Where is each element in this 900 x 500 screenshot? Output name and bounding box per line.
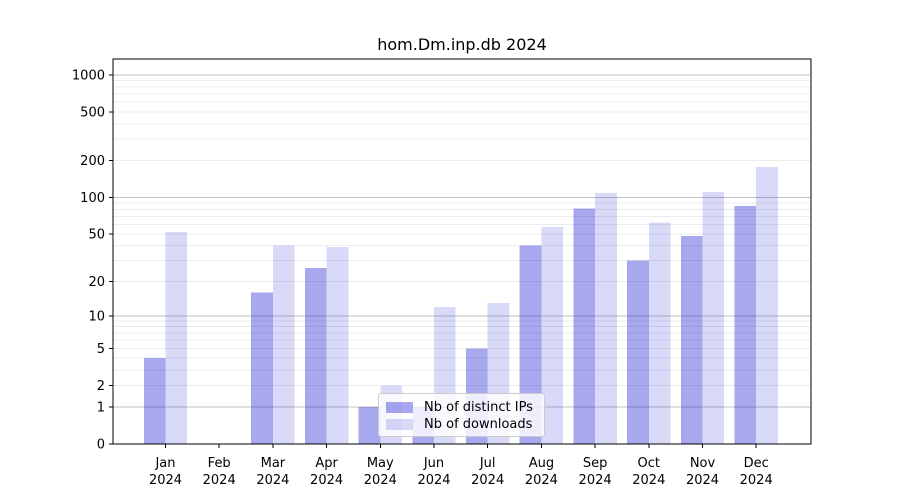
y-tick-label: 10	[88, 309, 105, 324]
x-tick-year-may: 2024	[364, 473, 397, 488]
bar-ips-dec	[734, 206, 757, 444]
bar-downloads-oct	[648, 222, 671, 444]
x-tick-year-feb: 2024	[203, 473, 236, 488]
legend-label-downloads: Nb of downloads	[424, 416, 533, 432]
x-tick-label-jul: Jul	[479, 456, 496, 471]
x-tick-year-apr: 2024	[310, 473, 343, 488]
axes-box	[112, 58, 812, 445]
bar-downloads-jan	[165, 231, 188, 444]
y-tick-label: 500	[80, 105, 105, 120]
bar-ips-mar	[251, 292, 273, 444]
y-tick-label: 200	[80, 154, 105, 169]
bar-downloads-sep	[595, 192, 617, 444]
x-tick-label-feb: Feb	[208, 456, 231, 471]
x-tick-year-jan: 2024	[149, 473, 182, 488]
bar-ips-apr	[304, 267, 327, 444]
x-tick-label-mar: Mar	[261, 456, 286, 471]
x-tick-label-jun: Jun	[423, 456, 444, 471]
x-tick-label-may: May	[367, 456, 394, 471]
x-tick-year-sep: 2024	[579, 473, 612, 488]
bar-ips-sep	[573, 208, 596, 444]
y-tick-label: 0	[97, 438, 105, 453]
legend: Nb of distinct IPs Nb of downloads	[378, 393, 545, 437]
legend-item-downloads: Nb of downloads	[386, 416, 536, 432]
chart-title: hom.Dm.inp.db 2024	[377, 35, 547, 54]
y-tick-label: 20	[88, 275, 105, 290]
y-tick-label: 1	[97, 400, 105, 415]
y-tick-label: 50	[88, 227, 105, 242]
legend-swatch-downloads-icon	[386, 418, 413, 430]
bar-ips-jan	[143, 358, 166, 444]
bar-downloads-mar	[272, 245, 295, 444]
x-tick-label-apr: Apr	[315, 456, 338, 471]
x-tick-year-oct: 2024	[632, 473, 665, 488]
x-tick-year-nov: 2024	[686, 473, 719, 488]
y-tick-label: 2	[97, 379, 105, 394]
bar-ips-may	[358, 406, 381, 444]
x-tick-label-aug: Aug	[529, 456, 554, 471]
bar-downloads-dec	[756, 166, 778, 444]
x-tick-year-aug: 2024	[525, 473, 558, 488]
y-tick-label: 100	[80, 191, 105, 206]
x-tick-label-oct: Oct	[638, 456, 660, 471]
bar-ips-nov	[680, 236, 703, 444]
y-tick-label: 1000	[72, 68, 105, 83]
bar-downloads-apr	[326, 246, 349, 444]
legend-label-distinct-ips: Nb of distinct IPs	[424, 399, 533, 415]
x-tick-label-jan: Jan	[154, 456, 175, 471]
bar-ips-oct	[627, 260, 649, 444]
x-tick-year-jun: 2024	[417, 473, 450, 488]
x-tick-year-mar: 2024	[256, 473, 289, 488]
x-tick-label-nov: Nov	[690, 456, 716, 471]
x-tick-year-dec: 2024	[740, 473, 773, 488]
x-tick-label-dec: Dec	[744, 456, 769, 471]
y-tick-label: 5	[97, 342, 105, 357]
x-tick-label-sep: Sep	[583, 456, 608, 471]
legend-swatch-distinct-ips-icon	[386, 401, 413, 413]
x-tick-year-jul: 2024	[471, 473, 504, 488]
bar-downloads-nov	[702, 191, 725, 444]
legend-item-distinct-ips: Nb of distinct IPs	[386, 399, 536, 415]
bar-downloads-aug	[541, 227, 564, 444]
